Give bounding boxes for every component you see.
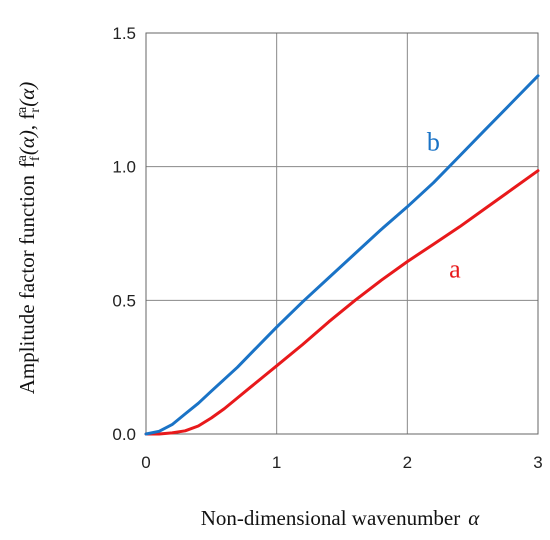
x-axis-label-symbol: α — [468, 506, 480, 530]
y-axis-label-f2-arg: (α) — [15, 82, 39, 107]
grid — [146, 33, 538, 434]
series-line-a — [144, 169, 540, 436]
series-layer — [144, 74, 540, 436]
x-axis-label-text: Non-dimensional wavenumber — [201, 506, 461, 530]
tick-labels: 0 1 2 3 0.0 0.5 1.0 1.5 — [112, 24, 542, 472]
y-axis-label-f1-sub: f — [28, 156, 43, 161]
series-line-b — [144, 74, 540, 436]
plot-frame — [145, 32, 539, 435]
y-axis-label-f2: f — [15, 113, 39, 120]
y-axis-label-f2-sub: r — [28, 108, 43, 113]
y-axis-label-text: Amplitude factor function — [15, 175, 39, 395]
y-axis-label: Amplitude factor functionffa(α), fra(α) — [15, 82, 43, 395]
series-label-a: a — [449, 255, 461, 284]
x-axis-label: Non-dimensional wavenumber α — [201, 506, 481, 530]
y-axis-label-f1-sup: a — [15, 154, 30, 161]
y-axis-label-f2-sup: a — [15, 106, 30, 113]
y-axis-label-f1-arg: (α) — [15, 130, 39, 155]
y-tick-label: 1.0 — [112, 158, 136, 177]
x-tick-label: 1 — [272, 453, 281, 472]
y-axis-label-comma: , — [15, 120, 39, 131]
y-tick-label: 0.0 — [112, 425, 136, 444]
y-axis-label-f1: f — [15, 161, 39, 168]
x-tick-label: 0 — [141, 453, 150, 472]
series-label-b: b — [427, 128, 440, 157]
x-tick-label: 2 — [403, 453, 412, 472]
y-tick-label: 0.5 — [112, 291, 136, 310]
y-tick-label: 1.5 — [112, 24, 136, 43]
x-tick-label: 3 — [533, 453, 542, 472]
